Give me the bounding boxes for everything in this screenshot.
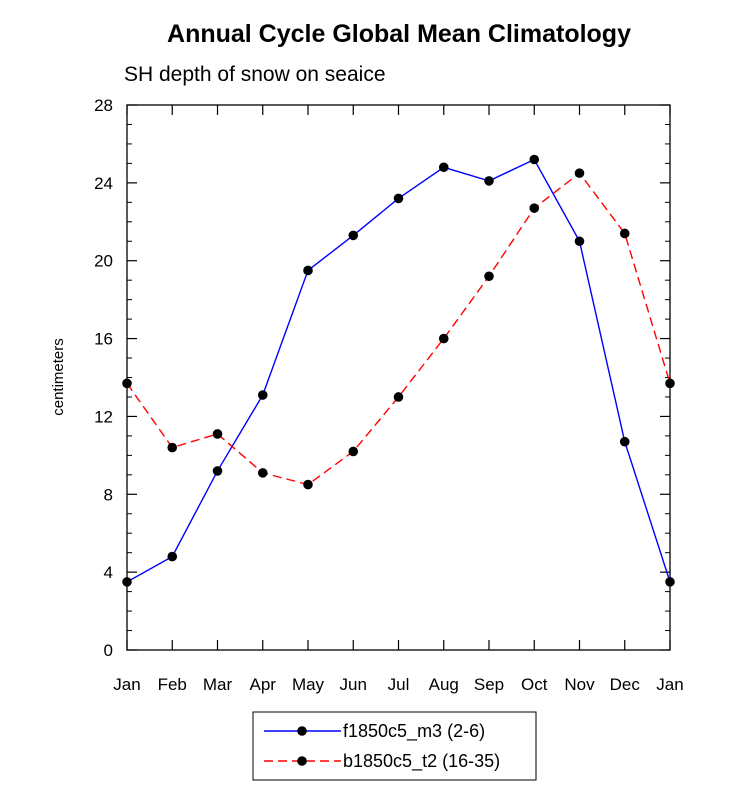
y-tick-label: 4: [104, 563, 113, 582]
x-tick-label: Apr: [250, 675, 277, 694]
legend-label: b1850c5_t2 (16-35): [343, 751, 500, 772]
x-tick-label: May: [292, 675, 325, 694]
data-point: [438, 162, 449, 173]
x-tick-label: Jan: [656, 675, 683, 694]
data-point: [167, 551, 178, 562]
data-point: [393, 193, 404, 204]
y-tick-label: 8: [104, 485, 113, 504]
legend-label: f1850c5_m3 (2-6): [343, 721, 485, 742]
data-point: [348, 230, 359, 241]
data-point: [484, 271, 494, 282]
data-point: [167, 442, 178, 453]
chart-title: Annual Cycle Global Mean Climatology: [167, 20, 631, 48]
legend-item: b1850c5_t2 (16-35): [264, 751, 500, 772]
series-line: [126, 172, 671, 486]
x-tick-label: Feb: [158, 675, 187, 694]
legend-marker: [297, 756, 307, 766]
data-point: [574, 168, 585, 178]
data-point: [257, 390, 268, 400]
x-tick-label: Jul: [388, 675, 410, 694]
data-point: [619, 228, 630, 239]
y-tick-label: 28: [94, 96, 113, 115]
series-1: [122, 154, 675, 587]
series-line: [126, 158, 671, 583]
y-tick-label: 16: [94, 330, 113, 349]
legend-item: f1850c5_m3 (2-6): [264, 721, 485, 742]
series-layer: [122, 154, 675, 587]
x-tick-label: Sep: [474, 675, 504, 694]
data-point: [619, 436, 630, 447]
x-tick-label: Dec: [610, 675, 641, 694]
series-2: [122, 168, 675, 490]
data-point: [212, 466, 223, 476]
chart-subtitle: SH depth of snow on seaice: [124, 63, 386, 86]
x-tick-label: Jan: [113, 675, 140, 694]
x-tick-label: Aug: [429, 675, 459, 694]
y-axis-label: centimeters: [50, 338, 67, 416]
x-tick-label: Mar: [203, 675, 233, 694]
data-point: [574, 236, 585, 247]
y-tick-label: 20: [94, 252, 113, 271]
x-tick-label: Oct: [521, 675, 548, 694]
tick-labels: 0 4 8 12 16 20 24 28 Jan Feb Mar Apr May Jun Jul Aug Sep…: [94, 96, 684, 694]
data-point: [529, 154, 540, 165]
y-tick-label: 24: [94, 174, 113, 193]
x-tick-label: Nov: [564, 675, 595, 694]
data-point: [303, 265, 313, 276]
legend-box: [252, 711, 537, 781]
data-point: [438, 333, 449, 344]
plot-frame: [126, 104, 671, 651]
x-tick-label: Jun: [340, 675, 367, 694]
y-tick-label: 0: [104, 641, 113, 660]
legend-marker: [297, 726, 307, 736]
y-tick-label: 12: [94, 407, 113, 426]
axis-ticks: [126, 104, 671, 651]
legend: f1850c5_m3 (2-6) b1850c5_t2 (16-35): [252, 711, 537, 781]
data-point: [529, 203, 540, 213]
data-point: [303, 479, 313, 490]
data-point: [393, 392, 404, 402]
data-point: [348, 446, 359, 457]
data-point: [484, 176, 494, 186]
data-point: [257, 468, 268, 478]
data-point: [212, 429, 223, 439]
